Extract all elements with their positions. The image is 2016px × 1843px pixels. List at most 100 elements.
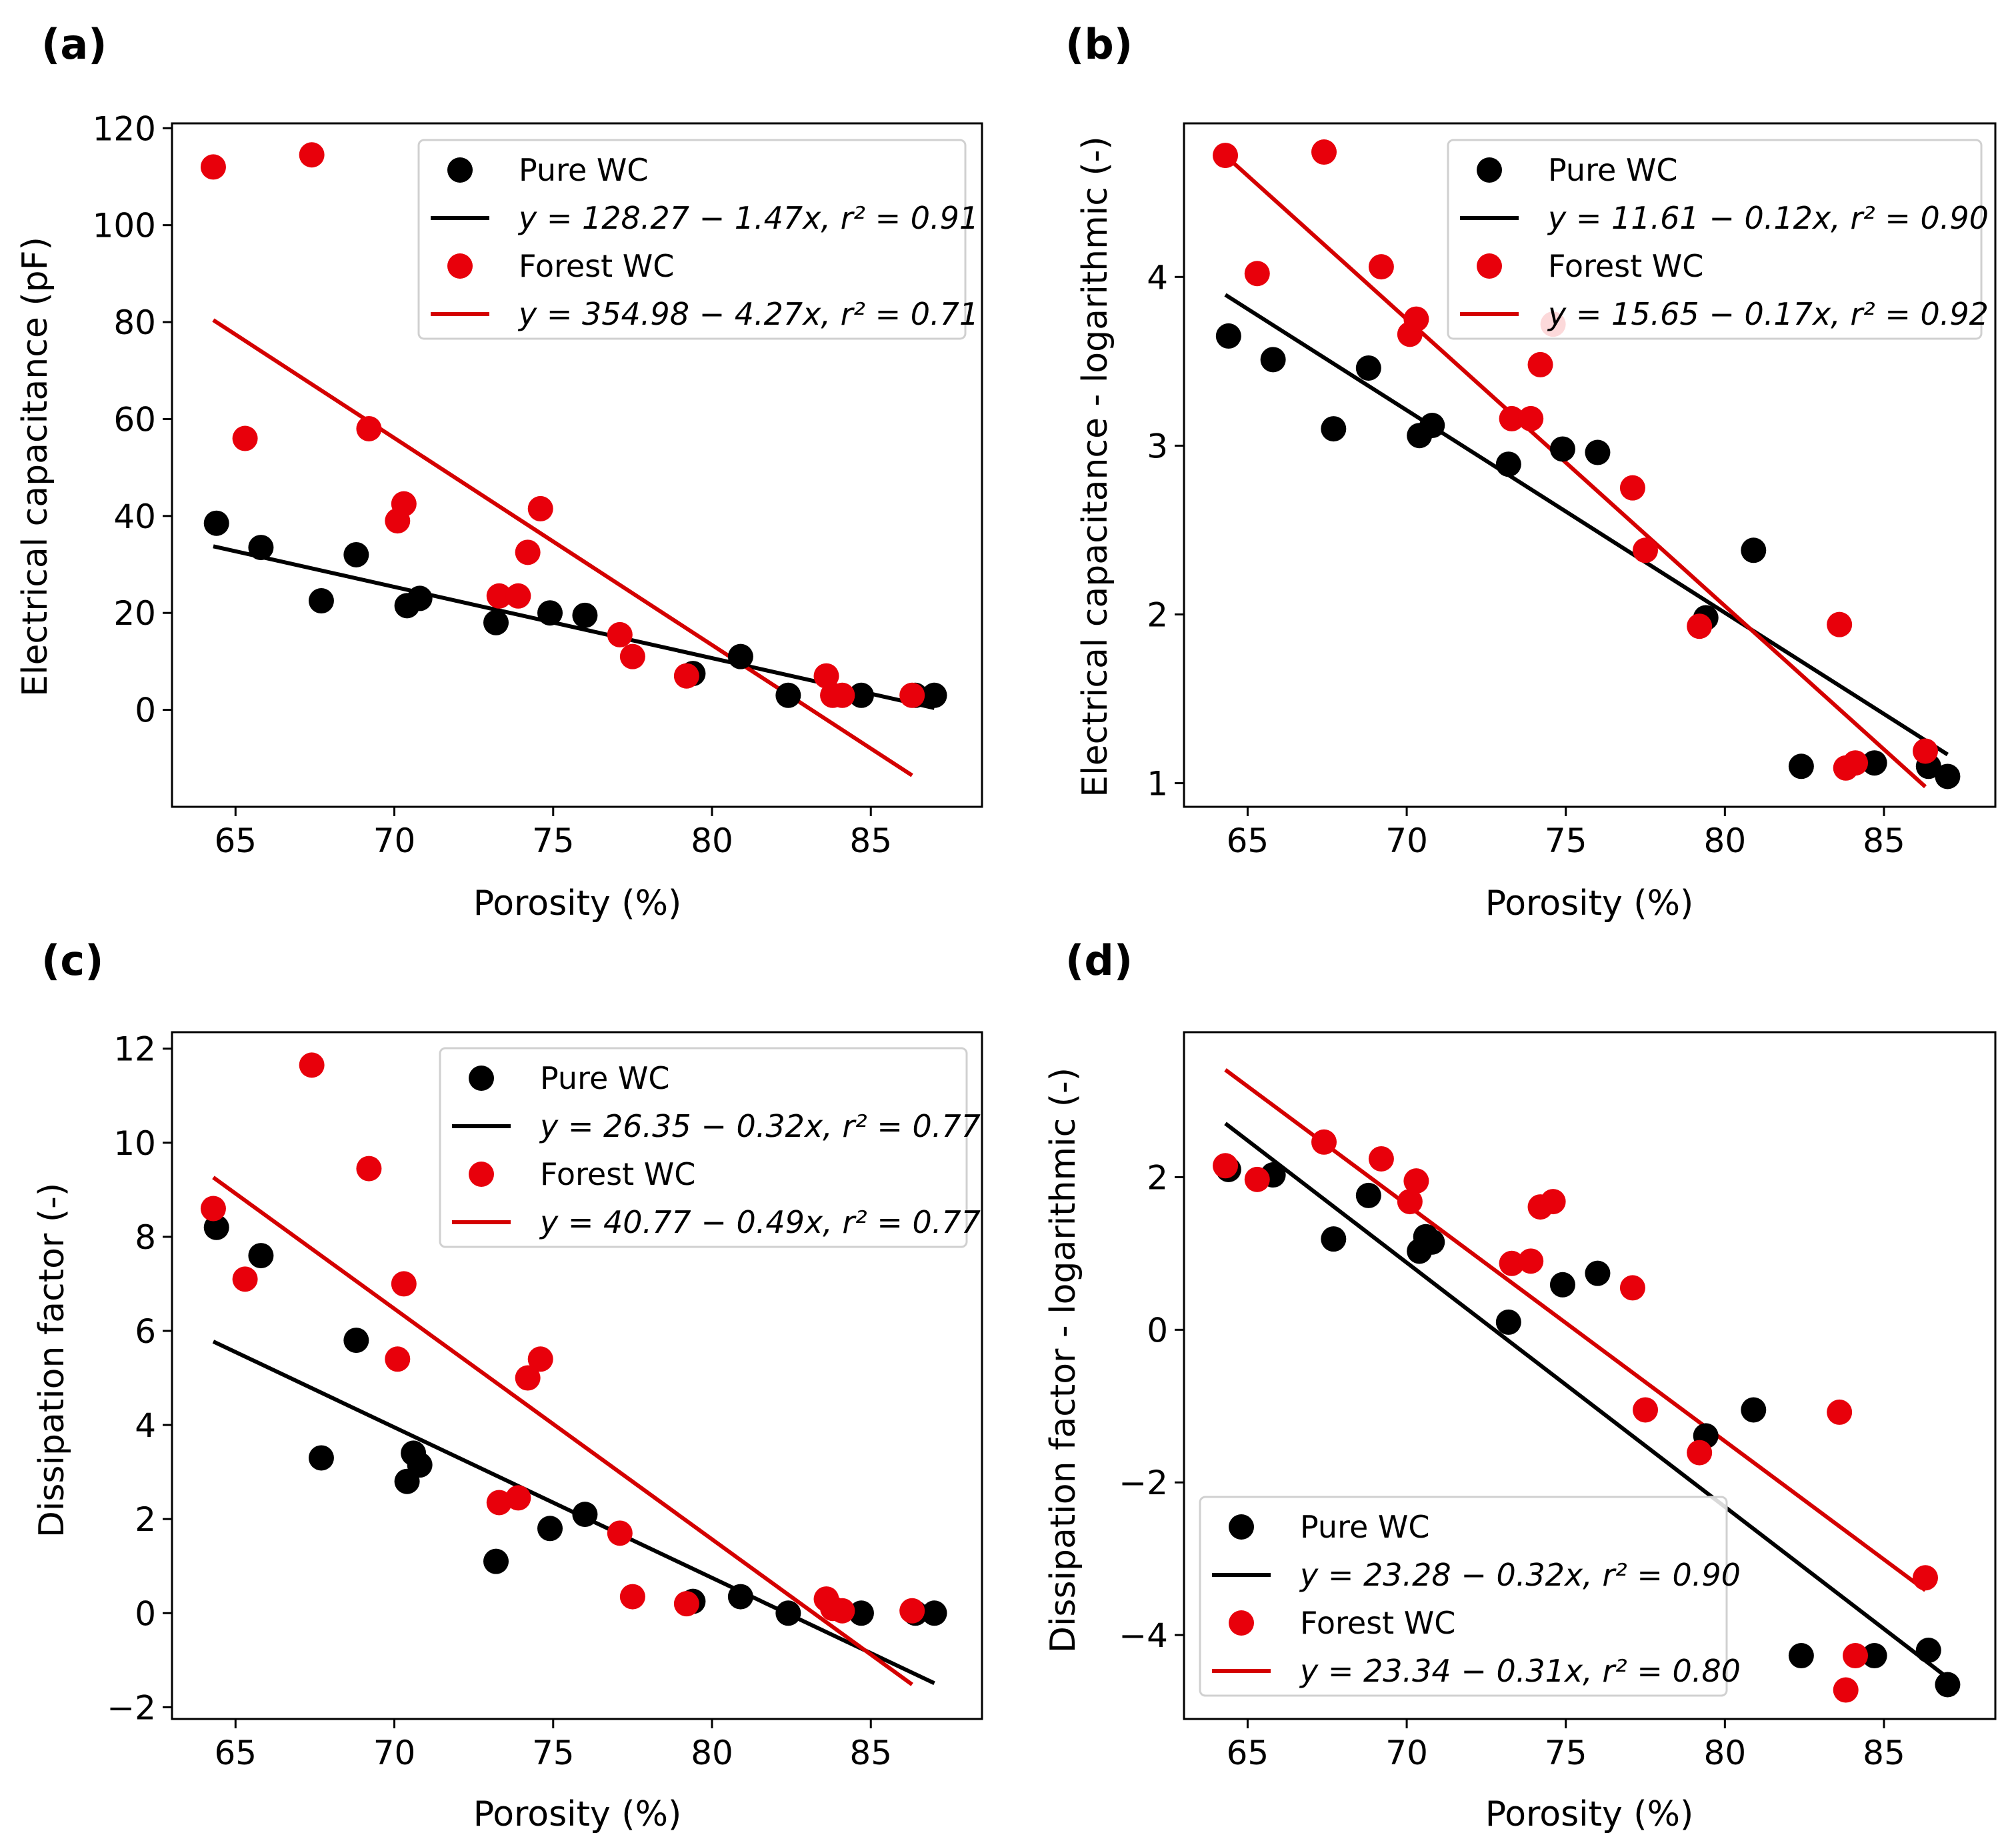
legend-label: y = 15.65 − 0.17x, r² = 0.92 <box>1547 296 1989 332</box>
forest-wc-point <box>1403 1168 1429 1194</box>
forest-wc-point <box>1499 405 1525 431</box>
forest-wc-point <box>1619 1275 1645 1301</box>
pure-wc-point <box>1419 413 1445 439</box>
x-tick-label: 75 <box>532 821 575 860</box>
x-tick-label: 85 <box>1863 821 1905 860</box>
y-tick-label: 120 <box>93 109 156 148</box>
y-tick-label: −4 <box>1119 1616 1168 1655</box>
x-tick-label: 80 <box>1704 1734 1747 1772</box>
panel-b-label: (b) <box>1065 20 1133 69</box>
forest-wc-point <box>391 1271 417 1297</box>
pure-wc-point <box>308 1445 334 1471</box>
panel-a-label: (a) <box>41 20 107 69</box>
panel-d-label: (d) <box>1065 936 1133 985</box>
forest-wc-point <box>1213 143 1239 169</box>
panel-b-ylabel: Electrical capacitance - logarithmic (-) <box>1075 136 1115 797</box>
forest-wc-point <box>527 495 553 521</box>
legend-marker <box>447 253 473 279</box>
pure-wc-point <box>727 1584 753 1610</box>
legend-label: y = 11.61 − 0.12x, r² = 0.90 <box>1547 200 1989 236</box>
pure-wc-point <box>1215 323 1241 349</box>
pure-wc-point <box>1549 436 1575 462</box>
legend-label: y = 23.34 − 0.31x, r² = 0.80 <box>1299 1653 1741 1689</box>
panel-c: (c) 65 70 75 80 85 −2 0 2 4 6 8 10 12 Pure WC y = 26.3… <box>32 936 983 1834</box>
x-tick-label: 65 <box>1227 1734 1269 1772</box>
forest-wc-point <box>607 1520 633 1546</box>
forest-wc-point <box>232 1266 258 1292</box>
pure-wc-fit-line <box>1224 1122 1949 1680</box>
forest-wc-point <box>486 583 512 609</box>
panel-a-xlabel: Porosity (%) <box>473 883 682 924</box>
plot-area <box>1213 139 1961 789</box>
x-tick-label: 70 <box>373 821 416 860</box>
x-tick-label: 75 <box>532 1734 575 1772</box>
x-tick-label: 80 <box>691 821 733 860</box>
legend-marker <box>1229 1514 1254 1540</box>
forest-wc-point <box>1518 1248 1544 1274</box>
pure-wc-point <box>308 588 334 614</box>
pure-wc-point <box>1741 1397 1767 1423</box>
forest-wc-point <box>1518 405 1544 431</box>
forest-wc-point <box>232 425 258 451</box>
pure-wc-point <box>343 1328 369 1354</box>
x-tick-label: 80 <box>691 1734 733 1772</box>
forest-wc-fit-line <box>212 1176 913 1686</box>
panel-b-xlabel: Porosity (%) <box>1485 883 1694 924</box>
legend-label: y = 354.98 − 4.27x, r² = 0.71 <box>517 296 979 332</box>
legend-label: Pure WC <box>1300 1509 1430 1545</box>
panel-c-label: (c) <box>41 936 103 985</box>
pure-wc-point <box>1935 1672 1961 1698</box>
plot-b: 65 70 75 80 85 1 2 3 4 Pure WC y = 11.61 − 0.12x, … <box>1147 122 1997 860</box>
pure-wc-point <box>727 643 753 669</box>
plot-area <box>200 142 947 777</box>
pure-wc-point <box>1321 416 1347 442</box>
pure-wc-point <box>1321 1226 1347 1252</box>
plot-area <box>1213 1068 1961 1703</box>
forest-wc-point <box>1311 139 1337 165</box>
pure-wc-point <box>1741 537 1767 563</box>
forest-wc-point <box>1403 306 1429 332</box>
forest-wc-point <box>515 539 541 565</box>
forest-wc-point <box>1368 254 1394 280</box>
y-tick-label: 8 <box>135 1218 156 1257</box>
x-tick-label: 70 <box>1385 1734 1428 1772</box>
forest-wc-point <box>673 663 699 689</box>
forest-wc-point <box>1213 1153 1239 1179</box>
pure-wc-point <box>1355 355 1381 381</box>
forest-wc-point <box>1833 1677 1859 1703</box>
legend-box <box>1447 139 1983 340</box>
legend: Pure WC y = 26.35 − 0.32x, r² = 0.77 Fores… <box>439 1047 981 1248</box>
pure-wc-point <box>848 1600 874 1626</box>
panel-b: (b) 65 70 75 80 85 1 2 3 4 Pure WC y = 11.61 − 0.1… <box>1065 20 1997 924</box>
forest-wc-fit-line <box>1224 1068 1927 1592</box>
pure-wc-point <box>1495 451 1521 477</box>
forest-wc-fit-line <box>212 318 913 777</box>
forest-wc-point <box>829 1598 855 1624</box>
forest-wc-point <box>299 142 325 168</box>
y-tick-label: 0 <box>1147 1311 1168 1350</box>
pure-wc-point <box>407 1452 433 1478</box>
pure-wc-point <box>248 535 274 561</box>
y-tick-label: 60 <box>113 400 156 439</box>
x-tick-label: 70 <box>1385 821 1428 860</box>
forest-wc-point <box>673 1591 699 1617</box>
panel-c-xlabel: Porosity (%) <box>473 1794 682 1834</box>
legend-label: y = 23.28 − 0.32x, r² = 0.90 <box>1299 1557 1741 1593</box>
y-tick-label: 10 <box>113 1124 156 1163</box>
plot-c: 65 70 75 80 85 −2 0 2 4 6 8 10 12 Pure WC y = 26.35 − … <box>107 1030 983 1772</box>
forest-wc-point <box>1827 611 1853 637</box>
pure-wc-point <box>1935 763 1961 789</box>
pure-wc-point <box>921 682 947 708</box>
pure-wc-point <box>848 682 874 708</box>
y-tick-label: 20 <box>113 594 156 633</box>
forest-wc-point <box>299 1052 325 1078</box>
pure-wc-point <box>572 602 598 628</box>
forest-wc-point <box>1499 1250 1525 1276</box>
legend-box <box>439 1047 968 1248</box>
pure-wc-point <box>1915 1638 1941 1663</box>
legend-marker <box>447 157 473 183</box>
y-tick-label: 2 <box>135 1500 156 1539</box>
y-tick-label: 0 <box>135 691 156 730</box>
pure-wc-point <box>203 1214 229 1240</box>
x-tick-label: 75 <box>1545 1734 1587 1772</box>
